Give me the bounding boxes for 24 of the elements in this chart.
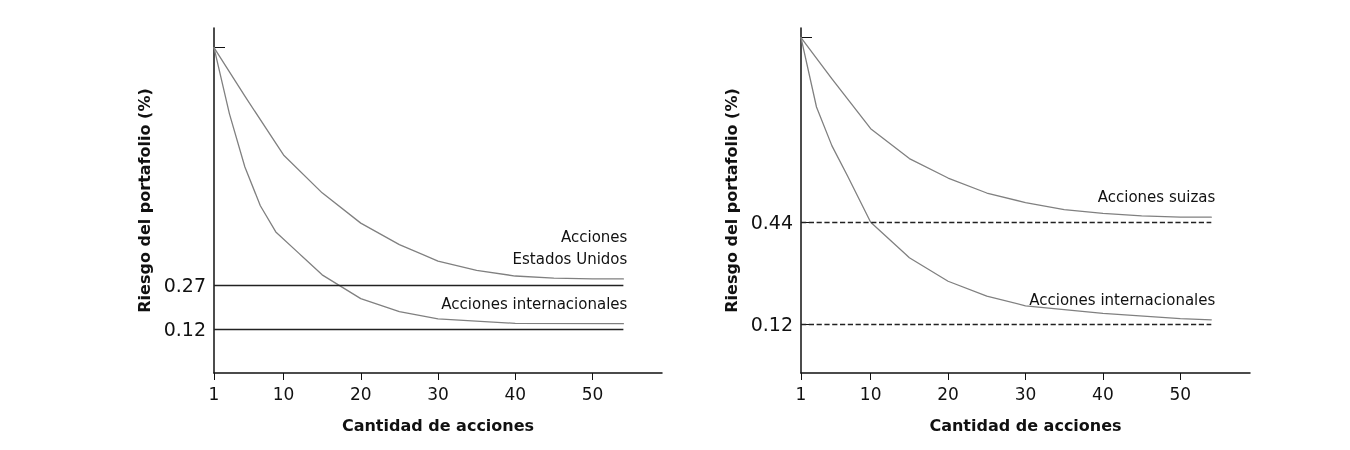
x-tick-label: 1: [208, 383, 220, 404]
x-tick-label: 1: [795, 383, 807, 404]
y-axis-title: Riesgo del portafolio (%): [135, 88, 155, 313]
y-tick-label: 0.12: [750, 313, 793, 336]
x-tick-label: 10: [859, 383, 882, 404]
y-tick-label: 0.27: [163, 273, 206, 296]
series-label: Acciones internacionales: [441, 294, 628, 313]
x-tick-label: 40: [1092, 383, 1114, 404]
y-axis-title: Riesgo del portafolio (%): [722, 88, 742, 313]
series-label: Acciones internacionales: [1029, 290, 1216, 309]
x-tick-label: 50: [581, 383, 604, 404]
x-tick-label: 40: [504, 383, 527, 404]
x-tick-label: 10: [272, 383, 295, 404]
series-label: Acciones suizas: [1097, 188, 1216, 207]
y-tick-label: 0.44: [750, 211, 793, 234]
x-tick-label: 30: [1014, 383, 1037, 404]
x-tick-label: 50: [1169, 383, 1192, 404]
x-tick-label: 20: [937, 383, 959, 404]
x-tick-label: 30: [427, 383, 449, 404]
x-tick-label: 20: [349, 383, 372, 404]
y-tick-label: 0.12: [163, 317, 206, 340]
x-axis-title: Cantidad de acciones: [341, 415, 535, 435]
series-label: Acciones Estados Unidos: [512, 227, 628, 268]
x-axis-title: Cantidad de acciones: [929, 415, 1122, 435]
